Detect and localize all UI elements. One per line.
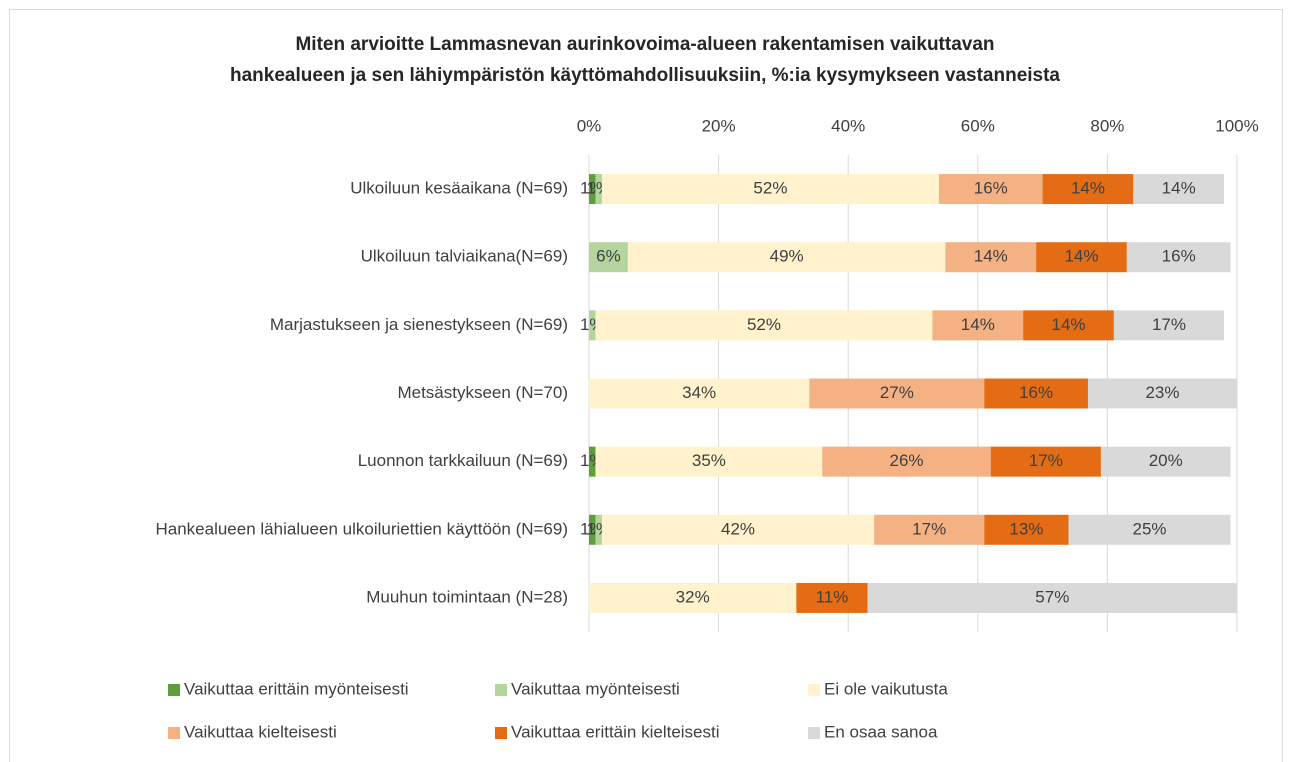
data-label: 16%	[974, 179, 1008, 198]
bar-segment	[595, 514, 602, 545]
data-label: 27%	[880, 383, 914, 402]
bar-segment	[938, 174, 1043, 205]
legend-label: En osaa sanoa	[824, 722, 938, 741]
data-label: 14%	[1162, 179, 1196, 198]
data-label: 14%	[974, 247, 1008, 266]
bar-segment	[627, 242, 946, 273]
legend-swatch	[168, 684, 180, 696]
legend-label: Vaikuttaa erittäin kielteisesti	[511, 722, 720, 741]
data-label: 11%	[816, 587, 849, 606]
bar-segment	[589, 174, 596, 205]
x-tick-label: 20%	[702, 116, 736, 135]
legend-label: Vaikuttaa erittäin myönteisesti	[184, 679, 409, 698]
legend-swatch	[808, 684, 820, 696]
bar-segment	[595, 446, 823, 477]
data-label: 34%	[682, 383, 716, 402]
legend-swatch	[495, 727, 507, 739]
bar-segment	[595, 310, 933, 341]
data-label: 14%	[961, 315, 995, 334]
bar-segment	[1087, 378, 1237, 409]
bar-segment	[874, 514, 985, 545]
legend-swatch	[495, 684, 507, 696]
bar-segment	[796, 582, 868, 613]
data-label: 6%	[596, 247, 621, 266]
data-label: 23%	[1145, 383, 1179, 402]
bar-segment	[601, 514, 875, 545]
bar-segment	[990, 446, 1101, 477]
x-tick-label: 40%	[831, 116, 865, 135]
y-tick-label: Ulkoiluun kesäaikana (N=69)	[350, 179, 568, 198]
bar-segment	[1133, 174, 1225, 205]
bar-segment	[867, 582, 1237, 613]
data-label: 42%	[721, 519, 755, 538]
bar-segment	[589, 446, 596, 477]
chart-title: Miten arvioitte Lammasnevan aurinkovoima…	[295, 34, 994, 55]
y-tick-label: Metsästykseen (N=70)	[397, 383, 568, 402]
data-label: 14%	[1071, 179, 1105, 198]
data-label: 14%	[1052, 315, 1086, 334]
data-label: 25%	[1133, 519, 1167, 538]
y-tick-label: Muuhun toimintaan (N=28)	[366, 587, 568, 606]
y-tick-label: Luonnon tarkkailuun (N=69)	[358, 451, 568, 470]
bar-segment	[589, 242, 628, 273]
x-tick-label: 60%	[961, 116, 995, 135]
data-label: 17%	[1029, 451, 1063, 470]
legend-swatch	[808, 727, 820, 739]
x-tick-label: 100%	[1215, 116, 1258, 135]
bar-segment	[1023, 310, 1114, 341]
bar-segment	[589, 514, 596, 545]
data-label: 17%	[1152, 315, 1186, 334]
data-label: 52%	[753, 179, 787, 198]
data-label: 57%	[1035, 587, 1069, 606]
data-label: 52%	[747, 315, 781, 334]
data-label: 17%	[912, 519, 946, 538]
bar-segment	[1036, 242, 1127, 273]
bar-segment	[601, 174, 939, 205]
data-label: 20%	[1149, 451, 1183, 470]
legend-label: Ei ole vaikutusta	[824, 679, 948, 698]
bar-segment	[1126, 242, 1231, 273]
data-label: 16%	[1162, 247, 1196, 266]
data-label: 35%	[692, 451, 726, 470]
bar-segment	[822, 446, 991, 477]
bar-segment	[1100, 446, 1231, 477]
bar-segment	[589, 582, 797, 613]
bar-segment	[932, 310, 1024, 341]
y-tick-label: Marjastukseen ja sienestykseen (N=69)	[270, 315, 568, 334]
chart-border	[9, 9, 1283, 762]
bar-segment	[1113, 310, 1225, 341]
bar-segment	[595, 174, 602, 205]
bar-segment	[589, 310, 596, 341]
bar-segment	[1068, 514, 1231, 545]
x-tick-label: 80%	[1090, 116, 1124, 135]
x-tick-label: 0%	[577, 116, 602, 135]
data-label: 16%	[1019, 383, 1053, 402]
data-label: 26%	[890, 451, 924, 470]
data-label: 14%	[1064, 247, 1098, 266]
bar-segment	[984, 378, 1088, 409]
legend-swatch	[168, 727, 180, 739]
bar-segment	[809, 378, 985, 409]
data-label: 32%	[676, 587, 710, 606]
chart-title: hankealueen ja sen lähiympäristön käyttö…	[230, 65, 1060, 86]
y-tick-label: Hankealueen lähialueen ulkoiluriettien k…	[155, 519, 568, 538]
bar-segment	[945, 242, 1037, 273]
bar-segment	[984, 514, 1069, 545]
data-label: 49%	[770, 247, 804, 266]
bar-segment	[1042, 174, 1134, 205]
legend-label: Vaikuttaa myönteisesti	[511, 679, 680, 698]
y-tick-label: Ulkoiluun talviaikana(N=69)	[361, 247, 568, 266]
data-label: 13%	[1009, 519, 1043, 538]
legend-label: Vaikuttaa kielteisesti	[184, 722, 337, 741]
bar-segment	[589, 378, 810, 409]
